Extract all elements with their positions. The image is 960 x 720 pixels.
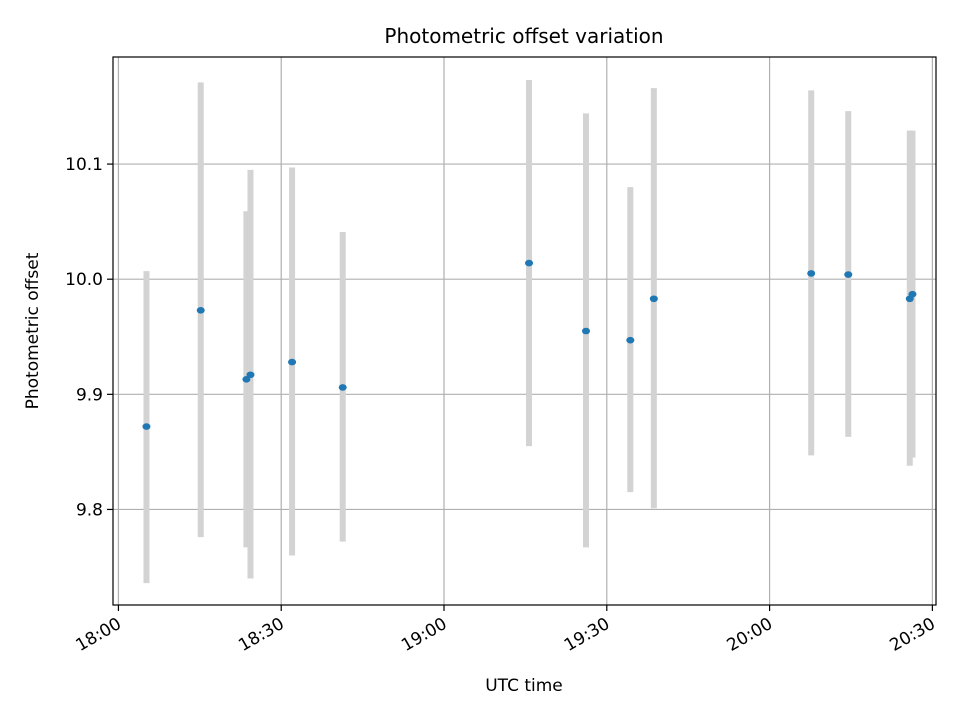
data-point: [142, 423, 151, 430]
y-tick-label: 10.0: [65, 270, 103, 290]
data-point: [908, 290, 917, 298]
x-tick-label: 18:30: [235, 614, 287, 656]
x-axis-ticks: 18:00 18:30 19:00 19:30 20:00 20:30: [72, 605, 939, 656]
data-point: [196, 306, 205, 314]
y-axis-ticks: 9.8 9.9 10.0 10.1: [65, 155, 113, 520]
y-axis-label: Photometric offset: [23, 252, 43, 409]
x-tick-label: 20:00: [724, 614, 776, 656]
y-tick-label: 10.1: [65, 155, 103, 175]
data-point: [626, 336, 635, 344]
point-layer: [142, 259, 917, 430]
x-tick-label: 19:30: [561, 614, 613, 656]
data-point: [242, 376, 251, 383]
data-point: [246, 371, 255, 379]
y-tick-label: 9.9: [76, 385, 103, 405]
data-point: [649, 295, 658, 303]
data-point: [525, 259, 534, 267]
x-tick-label: 18:00: [72, 614, 124, 656]
plot-frame: [112, 56, 937, 606]
data-point: [807, 270, 816, 277]
x-tick-label: 19:00: [398, 614, 450, 656]
x-axis-label: UTC time: [485, 676, 563, 696]
data-point: [288, 358, 297, 366]
data-point: [338, 384, 347, 391]
data-point: [581, 327, 590, 335]
x-tick-label: 20:30: [886, 614, 938, 656]
data-point: [844, 271, 853, 278]
errorbar-layer: [143, 80, 916, 584]
chart-title: Photometric offset variation: [384, 24, 663, 48]
y-tick-label: 9.8: [76, 500, 103, 520]
